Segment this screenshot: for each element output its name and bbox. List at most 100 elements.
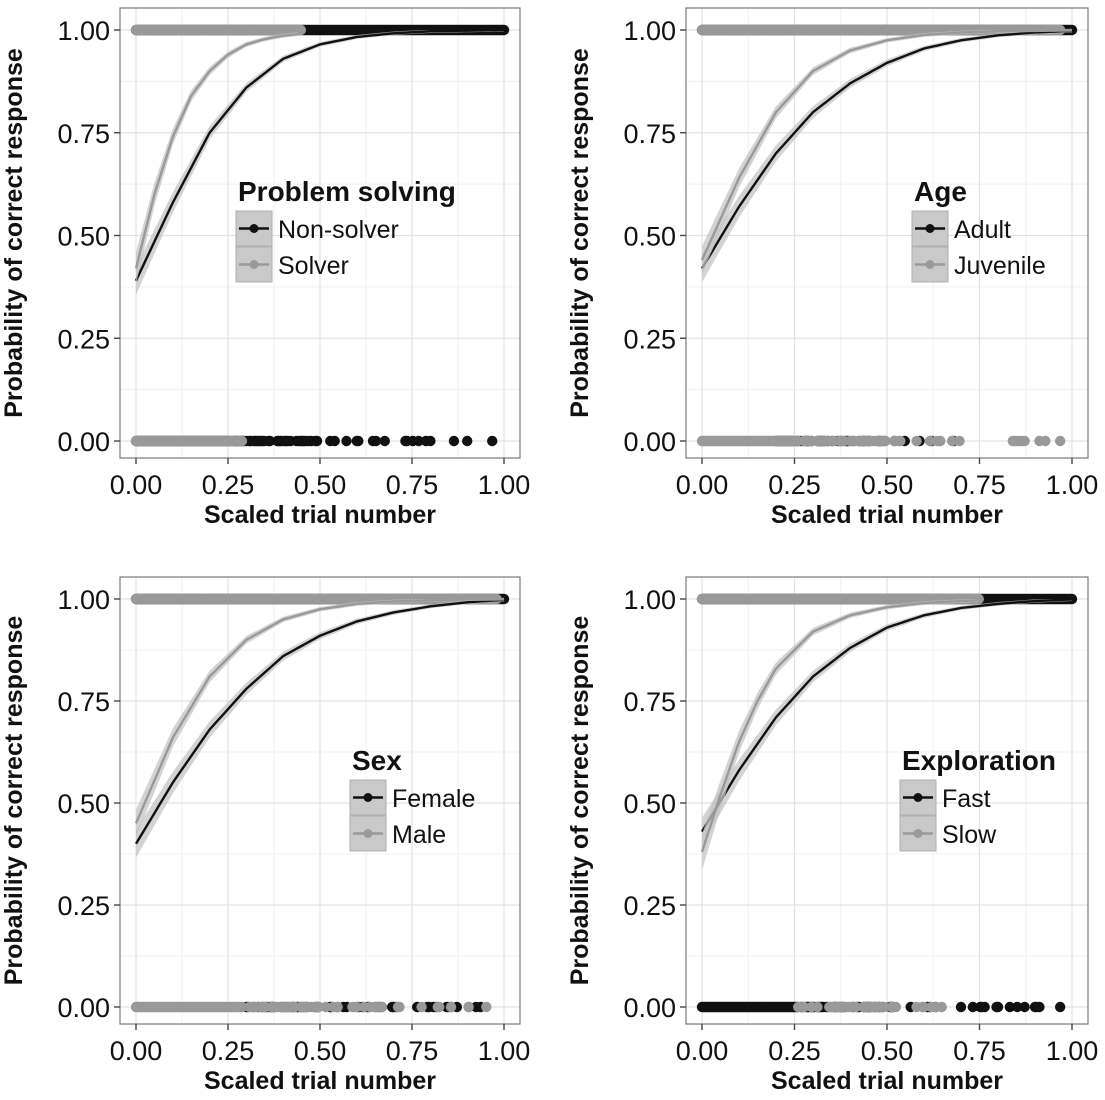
point-incorrect bbox=[320, 1001, 332, 1013]
x-axis-title: Scaled trial number bbox=[204, 1067, 436, 1095]
y-tick-label: 1.00 bbox=[623, 16, 676, 46]
y-tick-label: 0.75 bbox=[623, 687, 676, 717]
x-tick-label: 0.25 bbox=[768, 1036, 821, 1066]
point-incorrect bbox=[895, 435, 906, 447]
x-tick-label: 0.00 bbox=[110, 1036, 163, 1066]
legend: Sex Female Male bbox=[349, 745, 475, 852]
point-incorrect bbox=[311, 435, 323, 447]
x-tick-label: 0.50 bbox=[861, 1036, 914, 1066]
point-incorrect bbox=[425, 435, 436, 447]
y-tick-label: 0.00 bbox=[623, 427, 676, 457]
legend-title: Problem solving bbox=[238, 176, 456, 207]
point-incorrect bbox=[463, 1001, 474, 1013]
point-incorrect bbox=[236, 1001, 248, 1013]
x-tick-label: 0.50 bbox=[294, 470, 347, 500]
point-incorrect bbox=[264, 435, 276, 447]
point-incorrect bbox=[1034, 1001, 1045, 1013]
point-incorrect bbox=[313, 1001, 324, 1013]
legend-key-point bbox=[363, 829, 373, 838]
point-incorrect bbox=[992, 1001, 1004, 1013]
point-incorrect bbox=[1019, 435, 1030, 447]
point-incorrect bbox=[798, 1001, 810, 1013]
y-tick-label: 1.00 bbox=[57, 16, 110, 46]
x-tick-label: 0.75 bbox=[953, 1036, 1006, 1066]
series-points-2 bbox=[696, 593, 984, 1013]
panel-1: 0.00 0.25 0.50 0.75 1.00 0.00 0.25 0.50 0.75 1.00… bbox=[0, 7, 530, 529]
x-tick-label: 0.25 bbox=[768, 470, 821, 500]
point-incorrect bbox=[481, 1001, 492, 1013]
point-incorrect bbox=[850, 1001, 862, 1013]
x-axis-title: Scaled trial number bbox=[771, 1067, 1003, 1095]
series-line-1 bbox=[700, 598, 1073, 833]
legend-label: Adult bbox=[954, 216, 1011, 244]
x-tick-label: 0.25 bbox=[202, 470, 255, 500]
y-tick-label: 0.75 bbox=[623, 119, 676, 149]
confidence-band-1 bbox=[702, 30, 1072, 283]
legend-key-point bbox=[925, 260, 935, 269]
point-incorrect bbox=[329, 435, 340, 447]
x-tick-label: 0.50 bbox=[861, 470, 914, 500]
x-tick-label: 1.00 bbox=[478, 1036, 531, 1066]
legend-key-point bbox=[913, 829, 923, 838]
point-incorrect bbox=[1054, 435, 1066, 447]
y-tick-label: 0.50 bbox=[623, 789, 676, 819]
point-incorrect bbox=[487, 435, 498, 447]
point-incorrect bbox=[954, 435, 965, 447]
point-incorrect bbox=[445, 1001, 457, 1013]
point-incorrect bbox=[236, 435, 248, 447]
y-tick-label: 1.00 bbox=[57, 585, 110, 615]
legend-label: Slow bbox=[942, 821, 997, 849]
legend-label: Juvenile bbox=[954, 252, 1046, 280]
point-incorrect bbox=[890, 1001, 902, 1013]
y-tick-label: 0.00 bbox=[57, 993, 110, 1023]
point-incorrect bbox=[911, 435, 922, 447]
point-incorrect bbox=[878, 1001, 890, 1013]
series-points-2 bbox=[130, 24, 307, 447]
panel-3: 0.00 0.25 0.50 0.75 1.00 0.00 0.25 0.50 0.75 1.00… bbox=[0, 576, 531, 1095]
legend-key-point bbox=[249, 224, 259, 233]
point-incorrect bbox=[955, 1001, 967, 1013]
panel-4: 0.00 0.25 0.50 0.75 1.00 0.00 0.25 0.50 0.75 1.00… bbox=[566, 576, 1099, 1095]
y-tick-label: 0.50 bbox=[57, 222, 110, 252]
series-line-1 bbox=[134, 28, 505, 282]
confidence-band-2 bbox=[136, 32, 298, 285]
y-tick-label: 0.25 bbox=[57, 324, 110, 354]
point-incorrect bbox=[1012, 1001, 1023, 1013]
y-tick-label: 0.75 bbox=[57, 687, 110, 717]
legend-key-point bbox=[249, 260, 259, 269]
point-incorrect bbox=[967, 1001, 979, 1013]
point-incorrect bbox=[1040, 435, 1051, 447]
legend-label: Fast bbox=[942, 785, 991, 813]
point-incorrect bbox=[935, 435, 946, 447]
point-incorrect bbox=[351, 1001, 362, 1013]
legend-label: Non-solver bbox=[278, 216, 399, 244]
x-tick-label: 0.75 bbox=[953, 470, 1006, 500]
panel-2: 0.00 0.25 0.50 0.75 1.00 0.00 0.25 0.50 0.75 1.00… bbox=[566, 7, 1099, 529]
legend-title: Exploration bbox=[902, 745, 1056, 776]
point-incorrect bbox=[1019, 1001, 1030, 1013]
point-incorrect bbox=[413, 435, 424, 447]
legend-label: Female bbox=[392, 785, 475, 813]
x-tick-label: 0.75 bbox=[386, 1036, 439, 1066]
point-incorrect bbox=[341, 435, 352, 447]
x-tick-label: 0.00 bbox=[110, 470, 163, 500]
y-tick-label: 0.25 bbox=[623, 891, 676, 921]
point-incorrect bbox=[979, 1001, 990, 1013]
x-tick-label: 0.75 bbox=[386, 470, 439, 500]
series-line-1 bbox=[700, 29, 1073, 269]
series-line-1 bbox=[134, 598, 505, 845]
point-correct bbox=[295, 24, 307, 36]
y-tick-label: 0.75 bbox=[57, 119, 110, 149]
point-correct bbox=[498, 24, 510, 36]
point-incorrect bbox=[880, 435, 891, 447]
y-tick-label: 0.00 bbox=[57, 427, 110, 457]
legend-key-point bbox=[925, 224, 935, 233]
x-tick-label: 1.00 bbox=[1046, 1036, 1099, 1066]
confidence-band-1 bbox=[702, 599, 1072, 846]
point-incorrect bbox=[924, 435, 936, 447]
x-tick-label: 1.00 bbox=[1046, 470, 1099, 500]
point-incorrect bbox=[936, 1001, 947, 1013]
y-tick-label: 0.50 bbox=[623, 222, 676, 252]
